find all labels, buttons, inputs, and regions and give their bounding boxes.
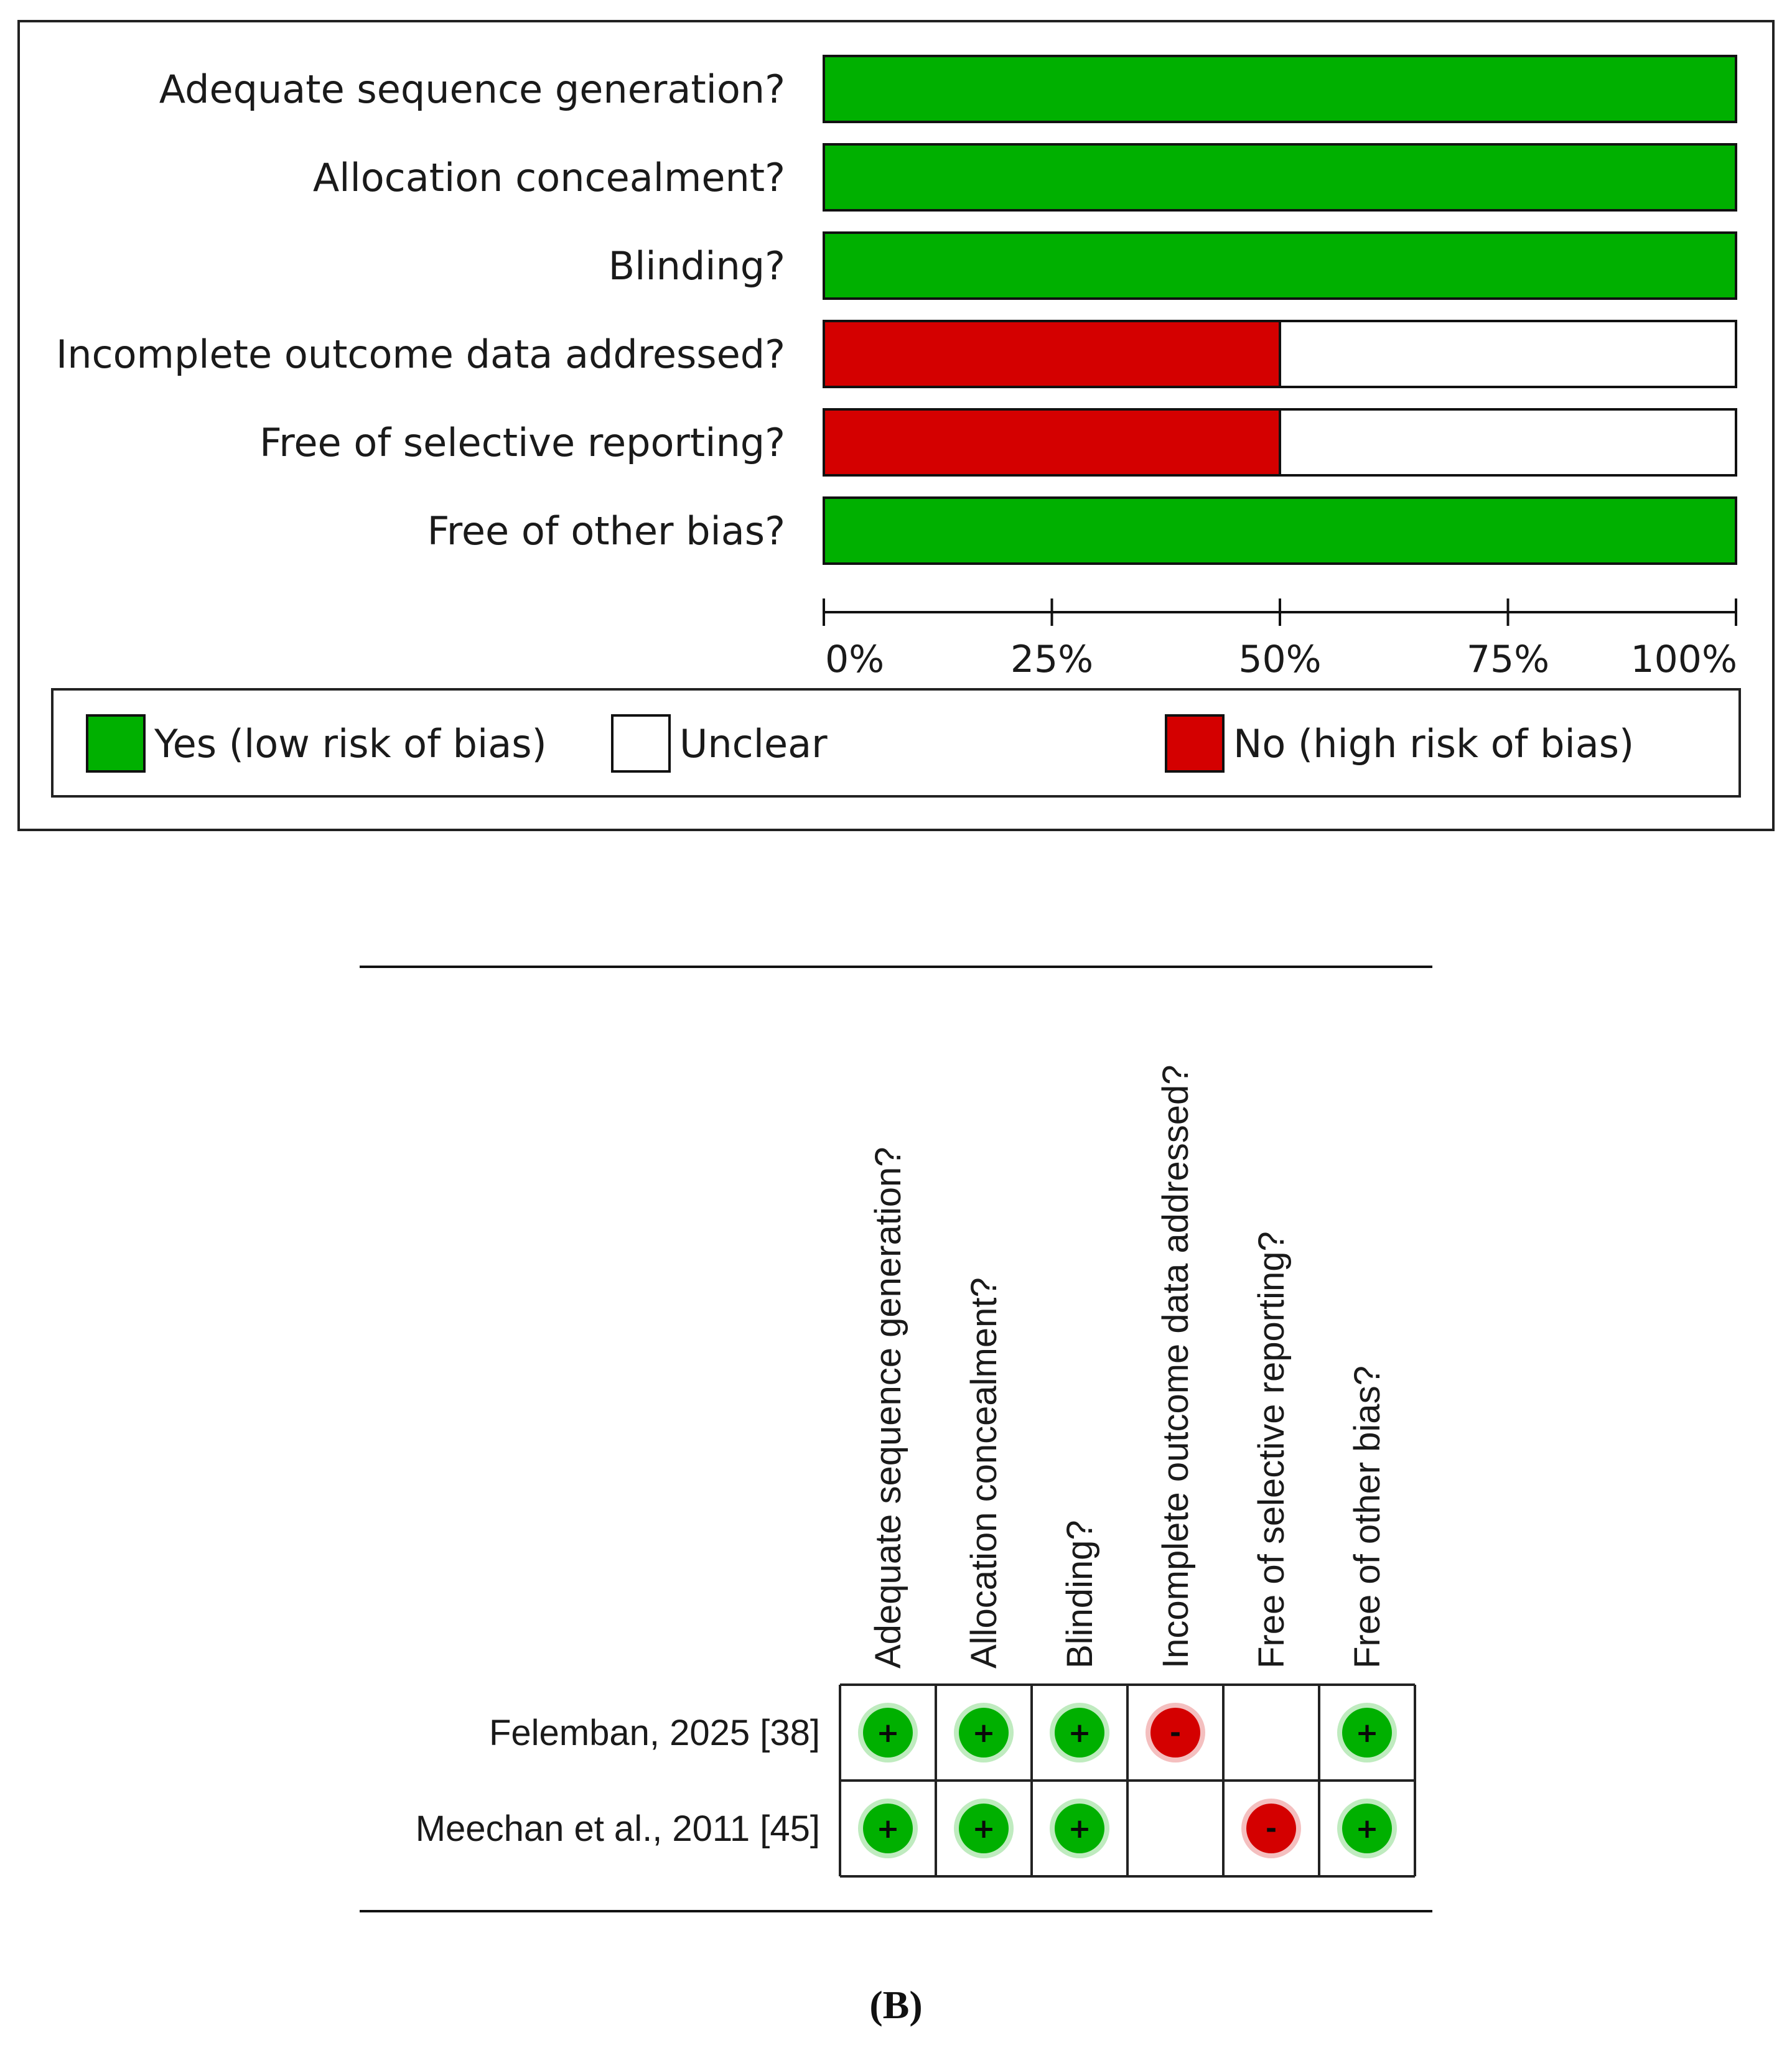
- judgement-dot-meechan-et-al-2011-45-3: [1055, 1804, 1104, 1853]
- legend-label-no-high-risk-of-bias: No (high risk of bias): [1233, 721, 1634, 766]
- column-label-adequate-sequence-generation: Adequate sequence generation?: [868, 1147, 908, 1669]
- x-tick-label-75: 75%: [1467, 638, 1549, 681]
- legend-swatch-no-high-risk-of-bias: [1165, 714, 1225, 773]
- legend-frame: [51, 688, 1741, 798]
- judgement-symbol-felemban-2025-38-1: +: [877, 1717, 900, 1749]
- caption-b: (B): [869, 1983, 922, 2027]
- judgement-symbol-meechan-et-al-2011-45-5: -: [1266, 1813, 1277, 1845]
- judgement-dot-meechan-et-al-2011-45-5: [1246, 1804, 1296, 1853]
- bar-no-high-risk-of-bias-free-of-selective-reporting: [823, 408, 1281, 477]
- judgement-symbol-felemban-2025-38-6: +: [1356, 1717, 1379, 1749]
- bar-no-high-risk-of-bias-incomplete-outcome-data-addressed: [823, 320, 1281, 388]
- study-label-felemban-2025-38: Felemban, 2025 [38]: [489, 1713, 820, 1753]
- column-label-blinding: Blinding?: [1060, 1520, 1100, 1669]
- judgement-dot-meechan-et-al-2011-45-6: [1342, 1804, 1392, 1853]
- x-tick-label-100: 100%: [1630, 638, 1737, 681]
- legend-swatch-unclear: [611, 714, 671, 773]
- column-label-free-of-other-bias: Free of other bias?: [1347, 1366, 1388, 1669]
- judgement-dot-meechan-et-al-2011-45-2: [959, 1804, 1009, 1853]
- legend-swatch-yes-low-risk-of-bias: [86, 714, 146, 773]
- x-tick-label-0: 0%: [825, 638, 884, 681]
- risk-of-bias-summary-chart: Adequate sequence generation? Allocation …: [17, 20, 1775, 831]
- judgement-dot-felemban-2025-38-4: [1150, 1708, 1200, 1758]
- category-label-allocation-concealment: Allocation concealment?: [313, 155, 785, 200]
- column-label-allocation-concealment: Allocation concealment?: [964, 1277, 1004, 1669]
- column-label-incomplete-outcome-data-addressed: Incomplete outcome data addressed?: [1155, 1064, 1196, 1669]
- category-label-adequate-sequence-generation: Adequate sequence generation?: [159, 67, 785, 112]
- legend-label-yes-low-risk-of-bias: Yes (low risk of bias): [154, 721, 547, 766]
- bar-yes-low-risk-of-bias-allocation-concealment: [823, 143, 1737, 212]
- bar-yes-low-risk-of-bias-adequate-sequence-generation: [823, 55, 1737, 123]
- x-tick-label-25: 25%: [1010, 638, 1093, 681]
- legend-label-unclear: Unclear: [679, 721, 828, 766]
- judgement-symbol-meechan-et-al-2011-45-3: +: [1068, 1813, 1091, 1845]
- judgement-symbol-felemban-2025-38-2: +: [973, 1717, 996, 1749]
- category-label-free-of-selective-reporting: Free of selective reporting?: [259, 420, 785, 465]
- category-label-blinding: Blinding?: [609, 243, 785, 289]
- bar-unclear-free-of-selective-reporting: [1279, 408, 1737, 477]
- judgement-dot-felemban-2025-38-6: [1342, 1708, 1392, 1758]
- judgement-dot-felemban-2025-38-2: [959, 1708, 1009, 1758]
- column-label-free-of-selective-reporting: Free of selective reporting?: [1251, 1231, 1292, 1669]
- judgement-symbol-felemban-2025-38-4: -: [1170, 1717, 1181, 1749]
- judgement-dot-felemban-2025-38-3: [1055, 1708, 1104, 1758]
- x-tick-label-50: 50%: [1238, 638, 1321, 681]
- bar-unclear-incomplete-outcome-data-addressed: [1279, 320, 1737, 388]
- judgement-dot-felemban-2025-38-1: [863, 1708, 913, 1758]
- bar-yes-low-risk-of-bias-free-of-other-bias: [823, 496, 1737, 565]
- category-label-free-of-other-bias: Free of other bias?: [427, 508, 785, 554]
- judgement-symbol-meechan-et-al-2011-45-6: +: [1356, 1813, 1379, 1845]
- judgement-dot-meechan-et-al-2011-45-1: [863, 1804, 913, 1853]
- judgement-symbol-meechan-et-al-2011-45-1: +: [877, 1813, 900, 1845]
- judgement-symbol-meechan-et-al-2011-45-2: +: [973, 1813, 996, 1845]
- risk-of-bias-graph: Adequate sequence generation? Allocation …: [360, 966, 1432, 2027]
- study-label-meechan-et-al-2011-45: Meechan et al., 2011 [45]: [416, 1809, 820, 1849]
- judgement-symbol-felemban-2025-38-3: +: [1068, 1717, 1091, 1749]
- category-label-incomplete-outcome-data-addressed: Incomplete outcome data addressed?: [56, 332, 785, 377]
- bar-yes-low-risk-of-bias-blinding: [823, 231, 1737, 300]
